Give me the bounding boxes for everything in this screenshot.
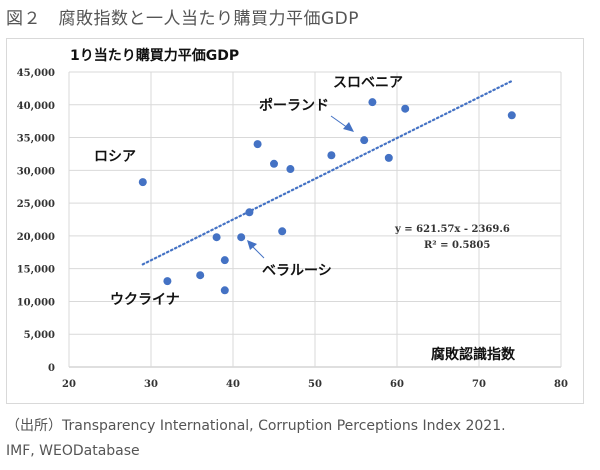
- trendline-equation: y = 621.57x - 2369.6: [394, 224, 510, 235]
- data-point: [401, 104, 410, 113]
- x-axis-label: 腐敗認識指数: [431, 346, 516, 363]
- data-point: [327, 151, 336, 160]
- data-point: [507, 111, 516, 120]
- annotation-belarus: ベラルーシ: [262, 263, 332, 279]
- grid-lines: [68, 71, 562, 368]
- data-point: [270, 159, 278, 168]
- y-tick-label: 45,000: [17, 68, 55, 79]
- source-line-2: IMF, WEODatabase: [6, 443, 140, 459]
- x-tick-label: 70: [472, 379, 486, 390]
- data-point: [286, 165, 295, 174]
- y-tick-label: 35,000: [17, 134, 55, 145]
- data-point: [237, 233, 246, 242]
- y-tick-label: 10,000: [17, 297, 55, 308]
- x-tick-label: 30: [144, 379, 158, 390]
- data-point: [220, 286, 229, 295]
- data-point: [196, 271, 205, 280]
- y-axis-ticks: 0 5,000 10,000 15,000 20,000 25,000 30,000 35,0…: [17, 68, 55, 374]
- data-point: [138, 178, 147, 187]
- data-point: [253, 140, 262, 149]
- source-line-1: （出所）Transparency International, Corrupti…: [6, 418, 506, 434]
- arrow-belarus: [247, 240, 265, 259]
- y-tick-label: 5,000: [24, 330, 55, 341]
- data-points: [138, 98, 516, 295]
- figure-title: 図２ 腐敗指数と一人当たり購買力平価GDP: [6, 9, 360, 29]
- x-tick-label: 40: [226, 379, 240, 390]
- annotation-ukraine: ウクライナ: [110, 292, 180, 308]
- y-tick-label: 15,000: [17, 265, 55, 276]
- data-point: [278, 227, 287, 236]
- data-point: [212, 233, 221, 242]
- data-point: [384, 153, 393, 162]
- y-tick-label: 0: [48, 363, 55, 374]
- chart-frame: [6, 38, 584, 404]
- x-tick-label: 20: [62, 379, 76, 390]
- x-tick-label: 60: [390, 379, 404, 390]
- arrow-poland: [330, 115, 354, 132]
- data-point: [368, 98, 377, 107]
- y-tick-label: 40,000: [17, 101, 55, 112]
- x-tick-label: 50: [308, 379, 322, 390]
- annotation-russia: ロシア: [94, 149, 136, 165]
- chart-title: 1り当たり購買力平価GDP: [70, 47, 239, 64]
- data-point: [220, 256, 229, 265]
- y-tick-label: 25,000: [17, 199, 55, 210]
- data-point: [360, 136, 369, 145]
- trendline: [141, 79, 513, 266]
- annotation-slovenia: スロベニア: [333, 75, 403, 91]
- annotation-poland: ポーランド: [259, 97, 329, 114]
- x-axis-ticks: 20 30 40 50 60 70 80: [62, 379, 568, 390]
- data-point: [163, 277, 172, 286]
- y-tick-label: 20,000: [17, 232, 55, 243]
- trendline-r2: R² = 0.5805: [424, 240, 490, 251]
- data-point: [245, 208, 254, 217]
- y-tick-label: 30,000: [17, 166, 55, 177]
- x-tick-label: 80: [554, 379, 568, 390]
